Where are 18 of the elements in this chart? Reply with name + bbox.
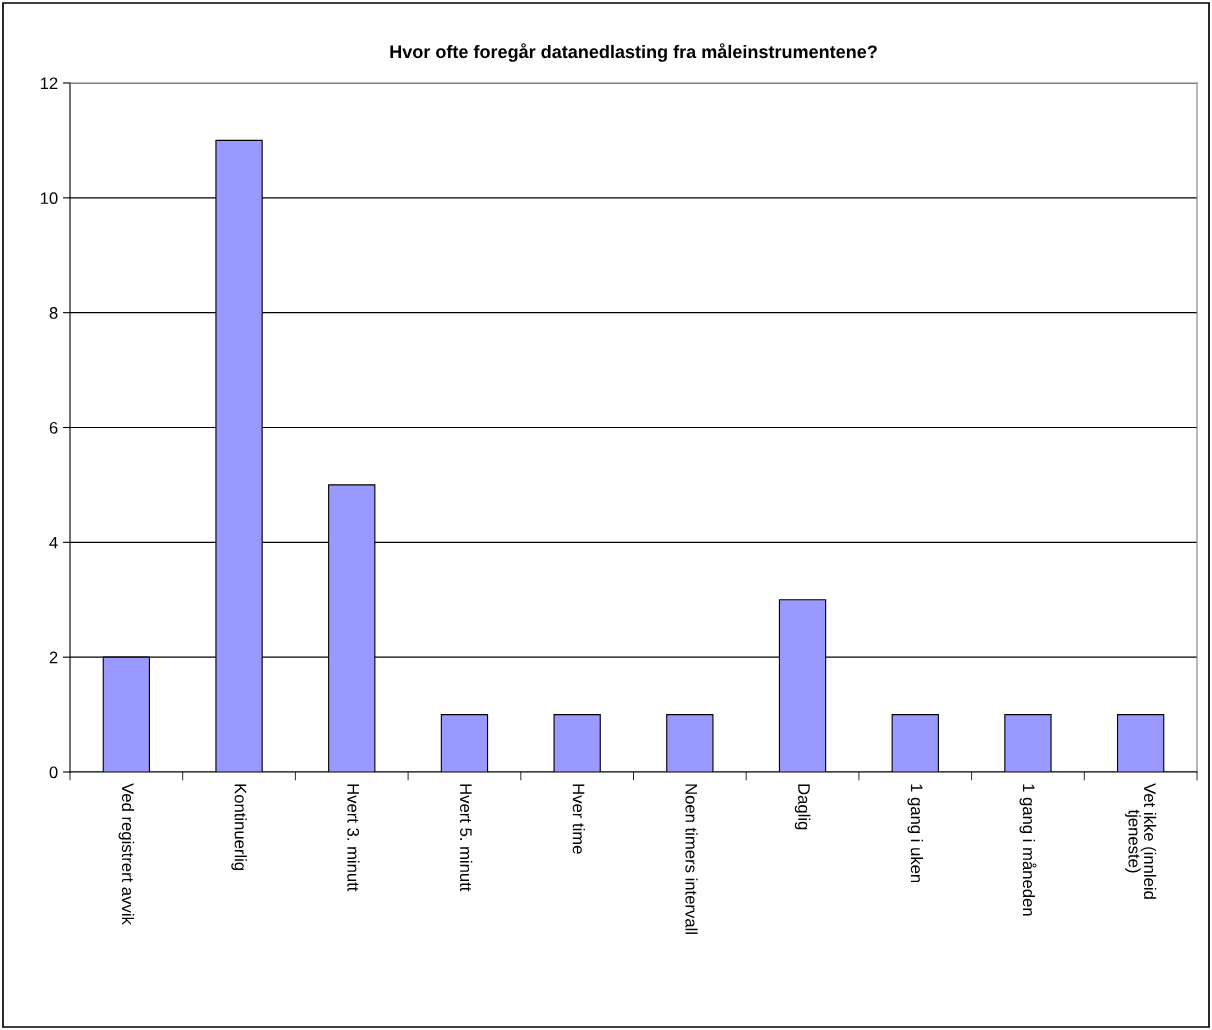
x-tick-label: Vet ikke (innleid tjeneste) [1125,783,1157,899]
y-tick-label: 12 [40,77,58,90]
y-tick-label: 2 [49,651,58,664]
y-tick-label: 6 [49,421,58,434]
x-tick-label: Kontinuerlig [231,784,247,871]
x-tick-label: Hvert 5. minutt [459,784,473,892]
x-tick-label: Daglig [794,784,811,830]
x-tick-label: Hver time [572,784,585,854]
chart-title: Hvor ofte foregår datanedlasting fra måleinstrumentene? [390,43,877,62]
x-tick-label: Noen timers intervall [685,784,698,934]
y-tick-label: 8 [49,307,58,319]
x-tick-label: 1 gang i måneden [1019,784,1037,916]
x-tick-label: Hvert 3. minutt [347,784,360,892]
y-tick-label: 4 [49,536,58,549]
y-tick-label: 10 [40,192,58,205]
x-tick-label: 1 gang i uken [907,784,924,883]
y-tick-label: 0 [49,766,58,779]
x-tick-label: Ved registrert avvik [118,783,135,925]
